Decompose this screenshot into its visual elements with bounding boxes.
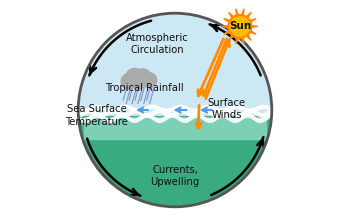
Polygon shape xyxy=(246,12,251,18)
Polygon shape xyxy=(224,30,230,34)
Circle shape xyxy=(121,74,136,89)
Polygon shape xyxy=(222,25,229,28)
Circle shape xyxy=(229,15,251,38)
Polygon shape xyxy=(246,35,251,40)
Text: Tropical Rainfall: Tropical Rainfall xyxy=(105,83,183,93)
Circle shape xyxy=(126,68,144,87)
Polygon shape xyxy=(251,25,258,28)
Circle shape xyxy=(142,73,157,88)
Polygon shape xyxy=(229,12,233,18)
Text: Surface
Winds: Surface Winds xyxy=(208,98,246,120)
Circle shape xyxy=(134,69,152,86)
Polygon shape xyxy=(229,35,233,40)
Polygon shape xyxy=(78,110,272,207)
Circle shape xyxy=(78,13,272,207)
Circle shape xyxy=(132,76,145,89)
Text: Sea Surface
Temperature: Sea Surface Temperature xyxy=(65,104,128,127)
Text: Sun: Sun xyxy=(229,21,251,31)
Polygon shape xyxy=(236,37,238,44)
Text: Atmospheric
Circulation: Atmospheric Circulation xyxy=(126,33,189,55)
Polygon shape xyxy=(241,37,244,44)
Polygon shape xyxy=(224,18,230,22)
Polygon shape xyxy=(250,18,256,22)
Text: Currents,
Upwelling: Currents, Upwelling xyxy=(150,165,200,187)
Polygon shape xyxy=(241,9,244,16)
Polygon shape xyxy=(250,30,256,34)
Polygon shape xyxy=(236,9,238,16)
